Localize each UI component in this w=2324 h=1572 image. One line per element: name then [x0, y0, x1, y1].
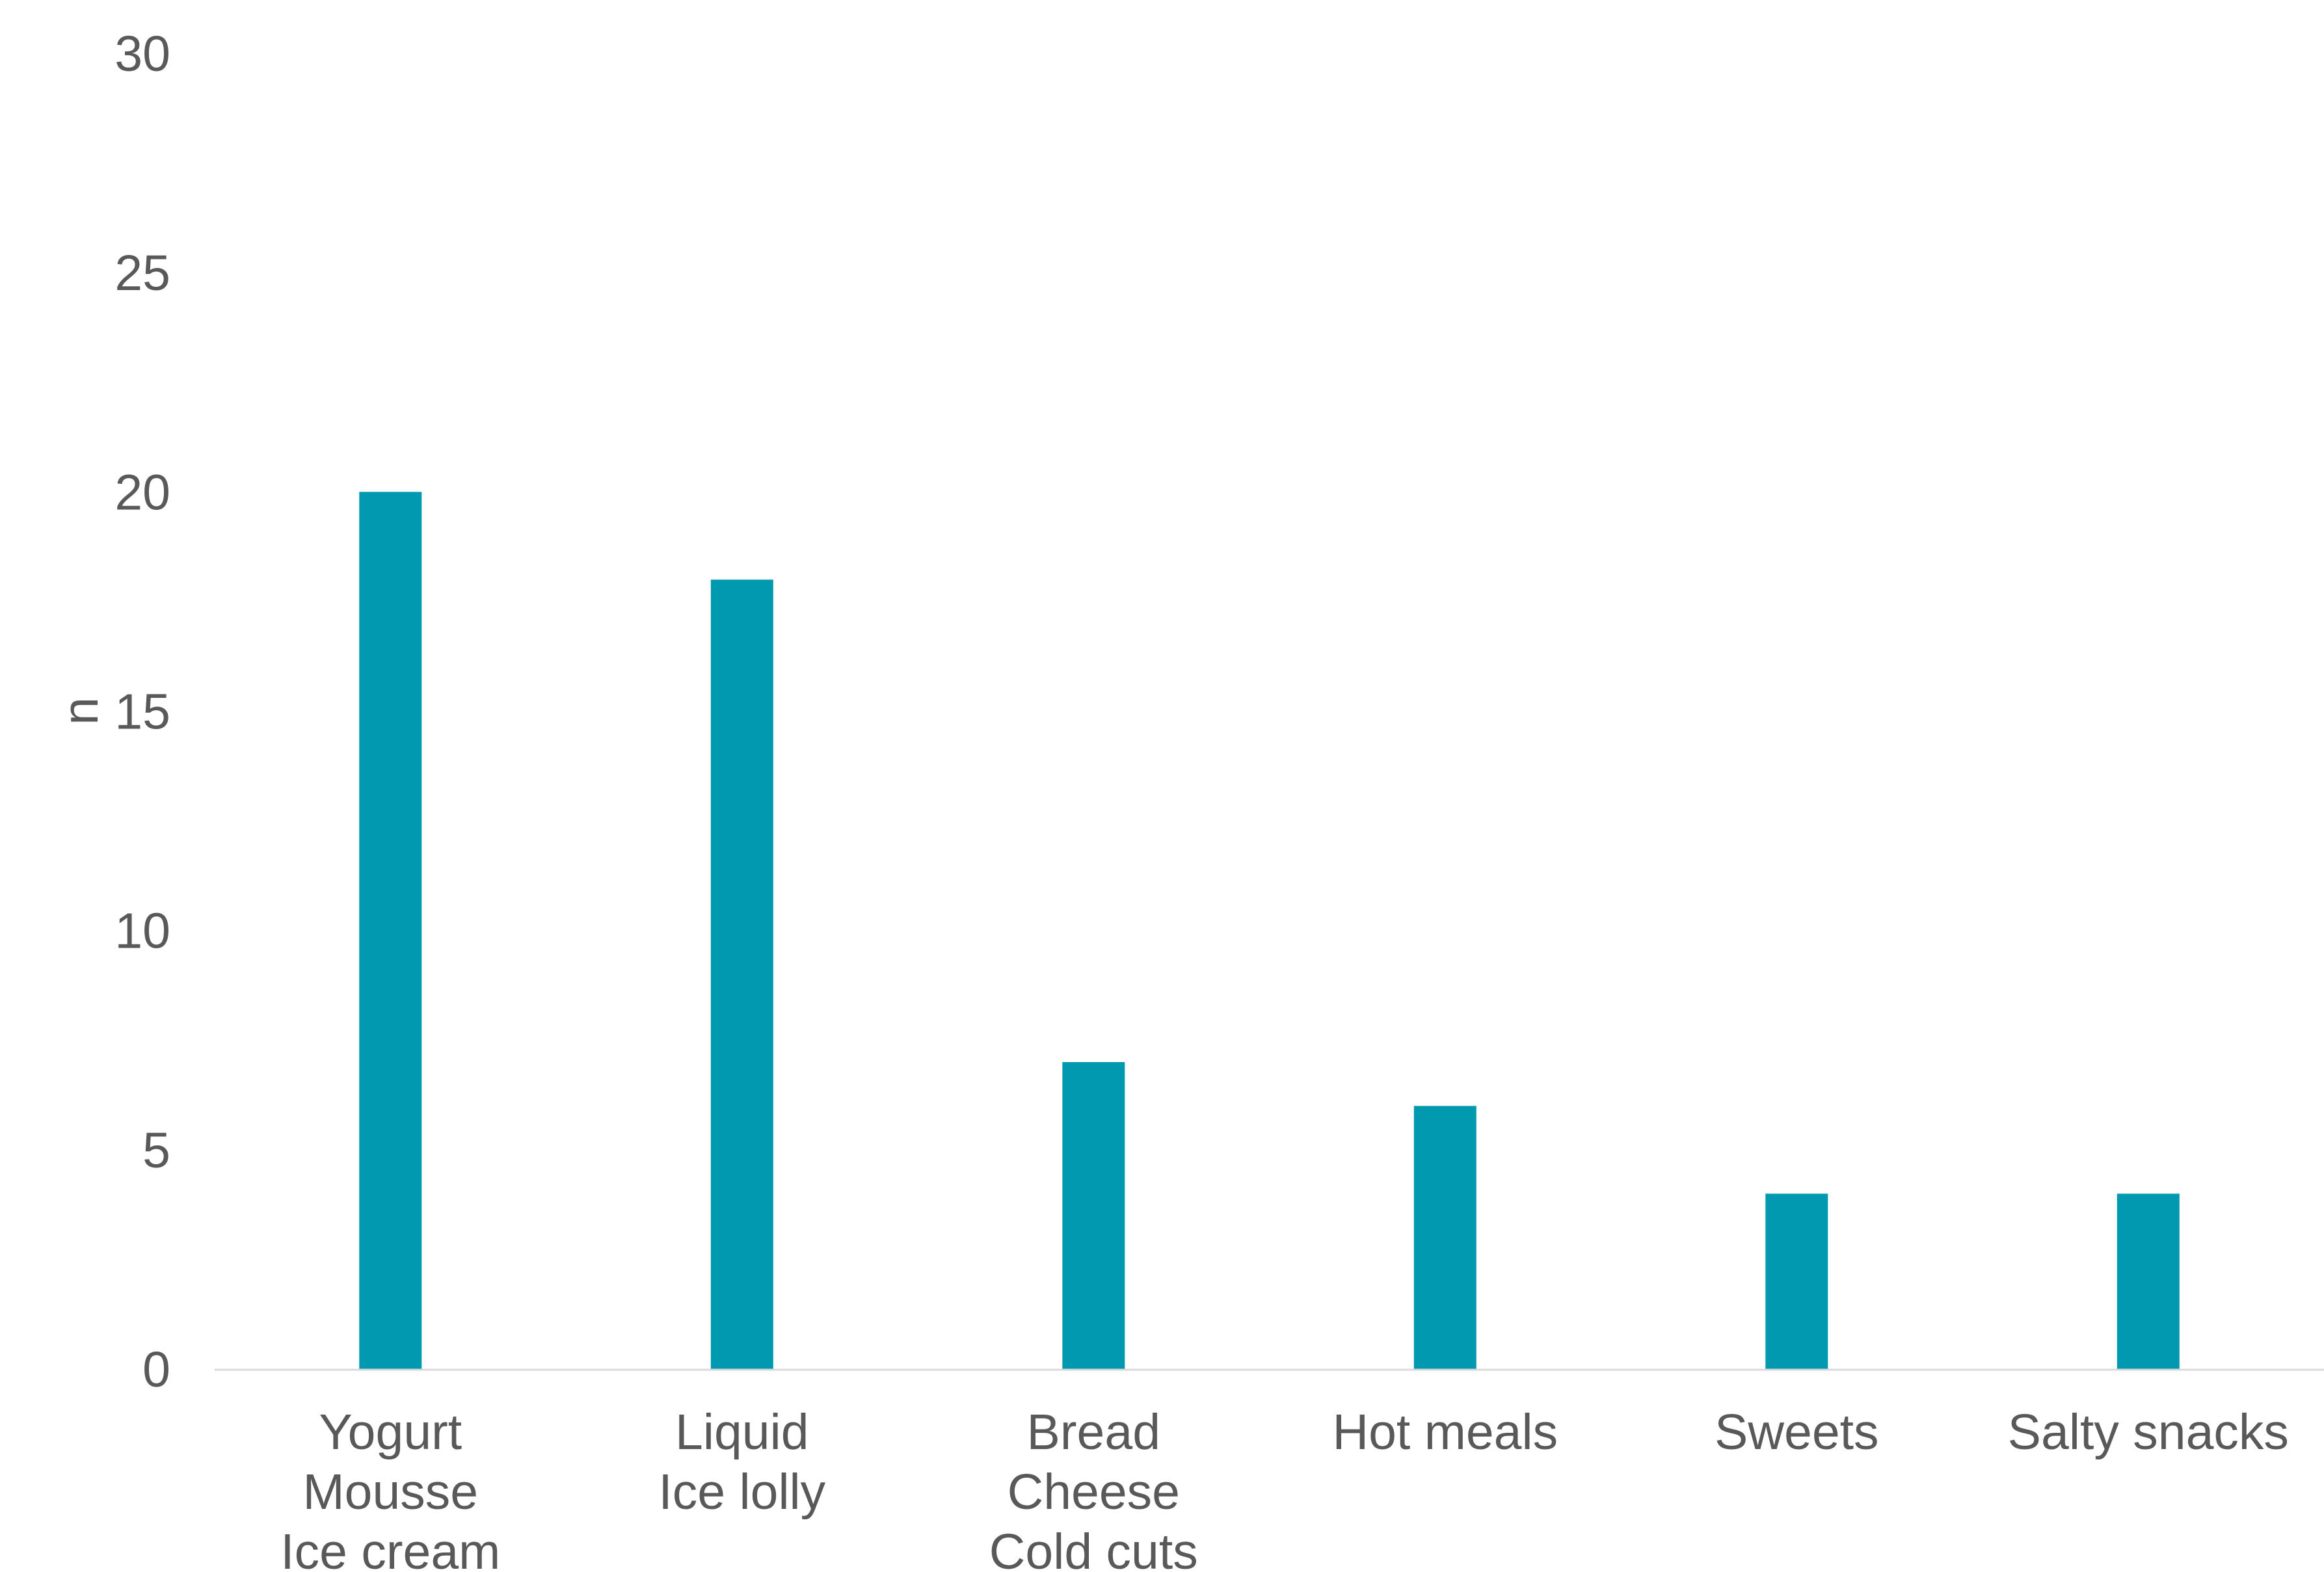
x-category-label-line: Ice lolly: [658, 1464, 825, 1520]
x-category-label-line: Bread: [1027, 1404, 1160, 1460]
y-tick-label: 25: [114, 245, 170, 301]
x-category-label: Yogurt Mousse Ice cream: [280, 1404, 500, 1572]
bars-layer: [359, 492, 2180, 1370]
bar-5: [2117, 1193, 2180, 1369]
x-category-label-line: Sweets: [1715, 1404, 1879, 1460]
x-category-labels: Yogurt Mousse Ice cream Liquid Ice lolly Brea…: [280, 1404, 2289, 1572]
x-category-label-line: Ice cream: [280, 1524, 500, 1572]
x-category-label-line: Salty snacks: [2008, 1404, 2289, 1460]
y-axis-title: n: [53, 697, 109, 725]
bar-0: [359, 492, 422, 1369]
x-category-label: Bread Cheese Cold cuts: [989, 1404, 1198, 1572]
y-tick-label: 10: [114, 903, 170, 959]
x-category-label-line: Cheese: [1008, 1464, 1180, 1520]
y-tick-label: 5: [142, 1123, 170, 1179]
y-tick-label: 30: [114, 26, 170, 82]
y-tick-label: 0: [142, 1342, 170, 1398]
x-category-label-line: Liquid: [675, 1404, 809, 1460]
x-category-label: Liquid Ice lolly: [658, 1404, 825, 1520]
bar-4: [1765, 1193, 1828, 1369]
x-category-label-line: Cold cuts: [989, 1524, 1198, 1572]
y-tick-labels: 0 5 10 15 20 25 30: [114, 26, 170, 1398]
x-category-label-line: Mousse: [302, 1464, 478, 1520]
y-tick-label: 15: [114, 684, 170, 740]
x-category-label: Hot meals: [1332, 1404, 1558, 1460]
x-category-label: Sweets: [1715, 1404, 1879, 1460]
y-tick-label: 20: [114, 464, 170, 520]
x-category-label-line: Yogurt: [319, 1404, 462, 1460]
bar-2: [1062, 1062, 1125, 1369]
x-category-label: Salty snacks: [2008, 1404, 2289, 1460]
bar-3: [1413, 1106, 1476, 1369]
bar-1: [710, 580, 773, 1370]
x-category-label-line: Hot meals: [1332, 1404, 1558, 1460]
